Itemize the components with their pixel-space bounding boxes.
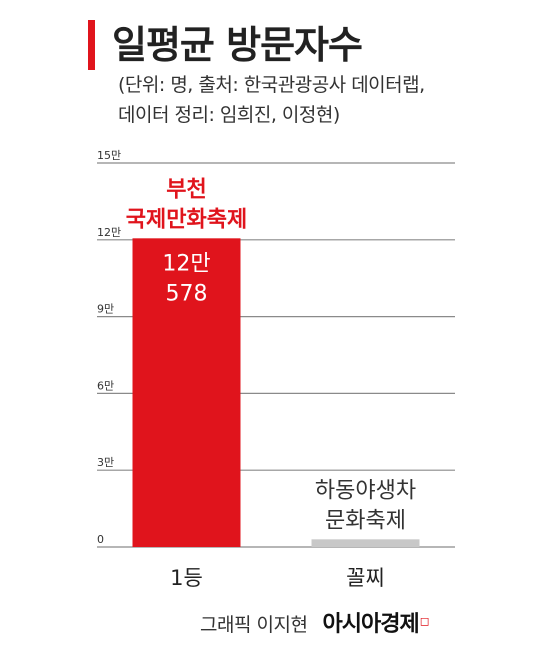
bar: [132, 238, 241, 547]
y-tick-label: 9만: [97, 303, 114, 316]
y-tick-label: 0: [97, 533, 104, 546]
y-tick-label: 6만: [97, 379, 114, 392]
bar-value-label: 12만: [162, 251, 210, 276]
bar-name-label: 하동야생차: [315, 478, 416, 503]
brand-mark-icon: ◻: [419, 613, 430, 628]
bar-name-label: 국제만화축제: [126, 207, 247, 232]
footer: 그래픽 이지현 아시아경제◻: [200, 606, 430, 638]
subtitle-line-2: 데이터 정리: 임희진, 이정현): [118, 104, 340, 126]
brand-logo: 아시아경제: [322, 612, 420, 637]
y-tick-label: 15만: [97, 149, 121, 162]
graphic-credit: 그래픽 이지현: [200, 614, 308, 636]
chart-subtitle: (단위: 명, 출처: 한국관광공사 데이터랩, 데이터 정리: 임희진, 이정…: [118, 70, 425, 130]
y-tick-label: 3만: [97, 456, 114, 469]
bar-name-label: 부천: [166, 177, 206, 202]
title-accent-bar: [88, 20, 95, 70]
bar-value-label: 578: [166, 281, 208, 306]
y-tick-label: 12만: [97, 226, 121, 239]
bar: [311, 539, 420, 547]
x-category-label: 1등: [170, 566, 203, 590]
subtitle-line-1: (단위: 명, 출처: 한국관광공사 데이터랩,: [118, 74, 425, 96]
chart-title: 일평균 방문자수: [112, 23, 363, 67]
bar-name-label: 문화축제: [325, 508, 406, 533]
x-category-label: 꼴찌: [346, 566, 385, 590]
